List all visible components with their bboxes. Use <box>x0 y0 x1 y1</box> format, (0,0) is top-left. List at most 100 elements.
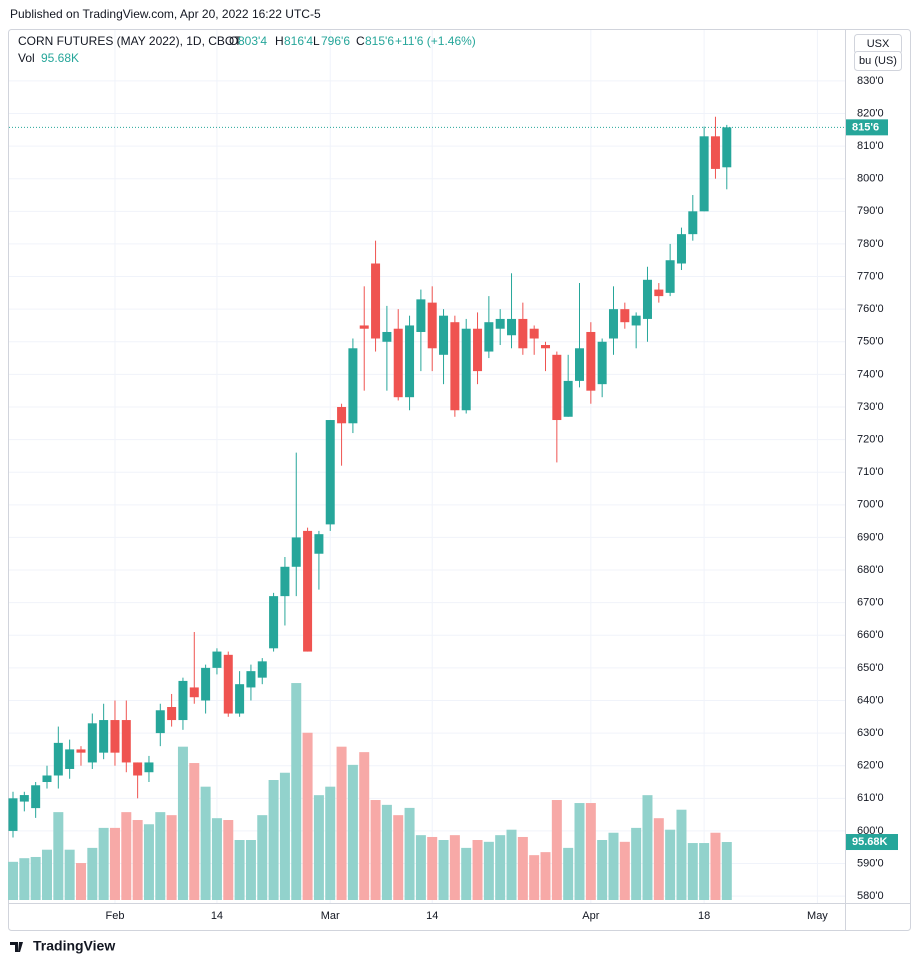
candle-body <box>110 720 120 753</box>
volume-bar <box>75 863 86 900</box>
volume-bar <box>393 815 404 900</box>
legend-l-label: L <box>313 34 320 48</box>
last-price-label: 815'6 <box>852 121 879 133</box>
candle-body <box>257 661 267 678</box>
y-tick-label: 700'0 <box>857 499 884 511</box>
volume-bar <box>563 847 574 900</box>
y-tick-label: 640'0 <box>857 694 884 706</box>
candle-body <box>269 596 279 649</box>
volume-bar <box>597 840 608 900</box>
candle-body <box>529 328 539 339</box>
volume-bar <box>132 820 143 900</box>
candle-body <box>699 136 709 212</box>
candle-body <box>280 566 290 597</box>
volume-bar <box>653 818 664 900</box>
candle-body <box>359 325 369 329</box>
y-tick-label: 830'0 <box>857 75 884 87</box>
volume-bar <box>347 764 358 900</box>
volume-bar <box>143 824 154 900</box>
candle-body <box>631 315 641 326</box>
x-tick-label: Mar <box>321 910 340 922</box>
candle-body <box>439 315 449 355</box>
candle-body <box>303 530 313 652</box>
legend-change: +11'6 (+1.46%) <box>395 34 476 48</box>
y-tick-label: 800'0 <box>857 173 884 185</box>
volume-layer <box>8 683 732 900</box>
candle-body <box>76 749 86 753</box>
candle-body <box>31 785 41 809</box>
volume-bar <box>155 812 166 900</box>
candle-body <box>450 322 460 411</box>
candle-body <box>710 136 720 169</box>
candle-body <box>337 406 347 424</box>
y-tick-label: 740'0 <box>857 368 884 380</box>
x-tick-label: Feb <box>105 910 124 922</box>
y-tick-label: 810'0 <box>857 140 884 152</box>
candle-body <box>155 710 165 734</box>
unit-button[interactable] <box>854 51 902 71</box>
candle-body <box>8 798 18 831</box>
volume-bar <box>427 836 438 900</box>
candle-body <box>416 299 426 332</box>
axis-layer: 580'0 590'0 600'0 610'0 620'0 630'0 640'0 650'0… <box>9 75 898 922</box>
candle-body <box>541 345 551 349</box>
volume-bar <box>211 818 222 900</box>
candle-body <box>87 723 97 763</box>
volume-bar <box>200 786 211 900</box>
y-tick-label: 790'0 <box>857 205 884 217</box>
y-tick-label: 710'0 <box>857 466 884 478</box>
volume-bar <box>495 835 506 900</box>
y-tick-label: 630'0 <box>857 727 884 739</box>
legend-h: 816'4 <box>284 34 313 48</box>
candle-body <box>586 331 596 391</box>
candle-body <box>348 348 358 424</box>
x-tick-label: May <box>807 910 828 922</box>
volume-bar <box>19 858 30 900</box>
candle-body <box>314 534 324 554</box>
volume-bar <box>404 807 415 900</box>
y-tick-label: 610'0 <box>857 792 884 804</box>
volume-bar <box>574 803 585 900</box>
legend-c: 815'6 <box>365 34 394 48</box>
y-tick-label: 720'0 <box>857 434 884 446</box>
y-tick-label: 690'0 <box>857 531 884 543</box>
unit[interactable]: bu (US) <box>859 55 897 67</box>
volume-bar <box>415 835 426 900</box>
candle-body <box>642 279 652 319</box>
volume-bar <box>665 829 676 900</box>
volume-bar <box>642 795 653 900</box>
chart-frame <box>8 29 911 931</box>
candle-body <box>722 127 732 168</box>
candle-body <box>563 380 573 417</box>
candle-body <box>53 742 63 776</box>
volume-bar <box>189 763 200 900</box>
y-tick-label: 680'0 <box>857 564 884 576</box>
x-tick-label: 14 <box>426 910 438 922</box>
candle-body <box>405 325 415 398</box>
candle-body <box>291 537 301 567</box>
candle-body <box>65 749 75 769</box>
legend-o: 803'4 <box>238 34 267 48</box>
volume-bar <box>166 815 177 900</box>
volume-bar <box>30 856 41 900</box>
candle-body <box>688 211 698 235</box>
candle-body <box>518 318 528 349</box>
candle-body <box>325 420 335 525</box>
y-tick-label: 780'0 <box>857 238 884 250</box>
tv-logo: TradingView <box>10 938 115 954</box>
volume-bar <box>721 842 732 900</box>
published-note: Published on TradingView.com, Apr 20, 20… <box>10 7 321 21</box>
candle-body <box>575 348 584 381</box>
volume-bar <box>234 840 245 900</box>
candle-body <box>201 667 211 701</box>
currency[interactable]: USX <box>867 38 890 50</box>
y-tick-label: 600'0 <box>857 825 884 837</box>
y-tick-label: 620'0 <box>857 760 884 772</box>
candle-body <box>507 318 517 336</box>
legend-l: 796'6 <box>321 34 350 48</box>
volume-bar <box>449 835 460 900</box>
candle-body <box>235 684 245 714</box>
y-tick-label: 670'0 <box>857 597 884 609</box>
volume-bar <box>529 855 540 900</box>
legend-vol-label: Vol <box>18 51 35 65</box>
